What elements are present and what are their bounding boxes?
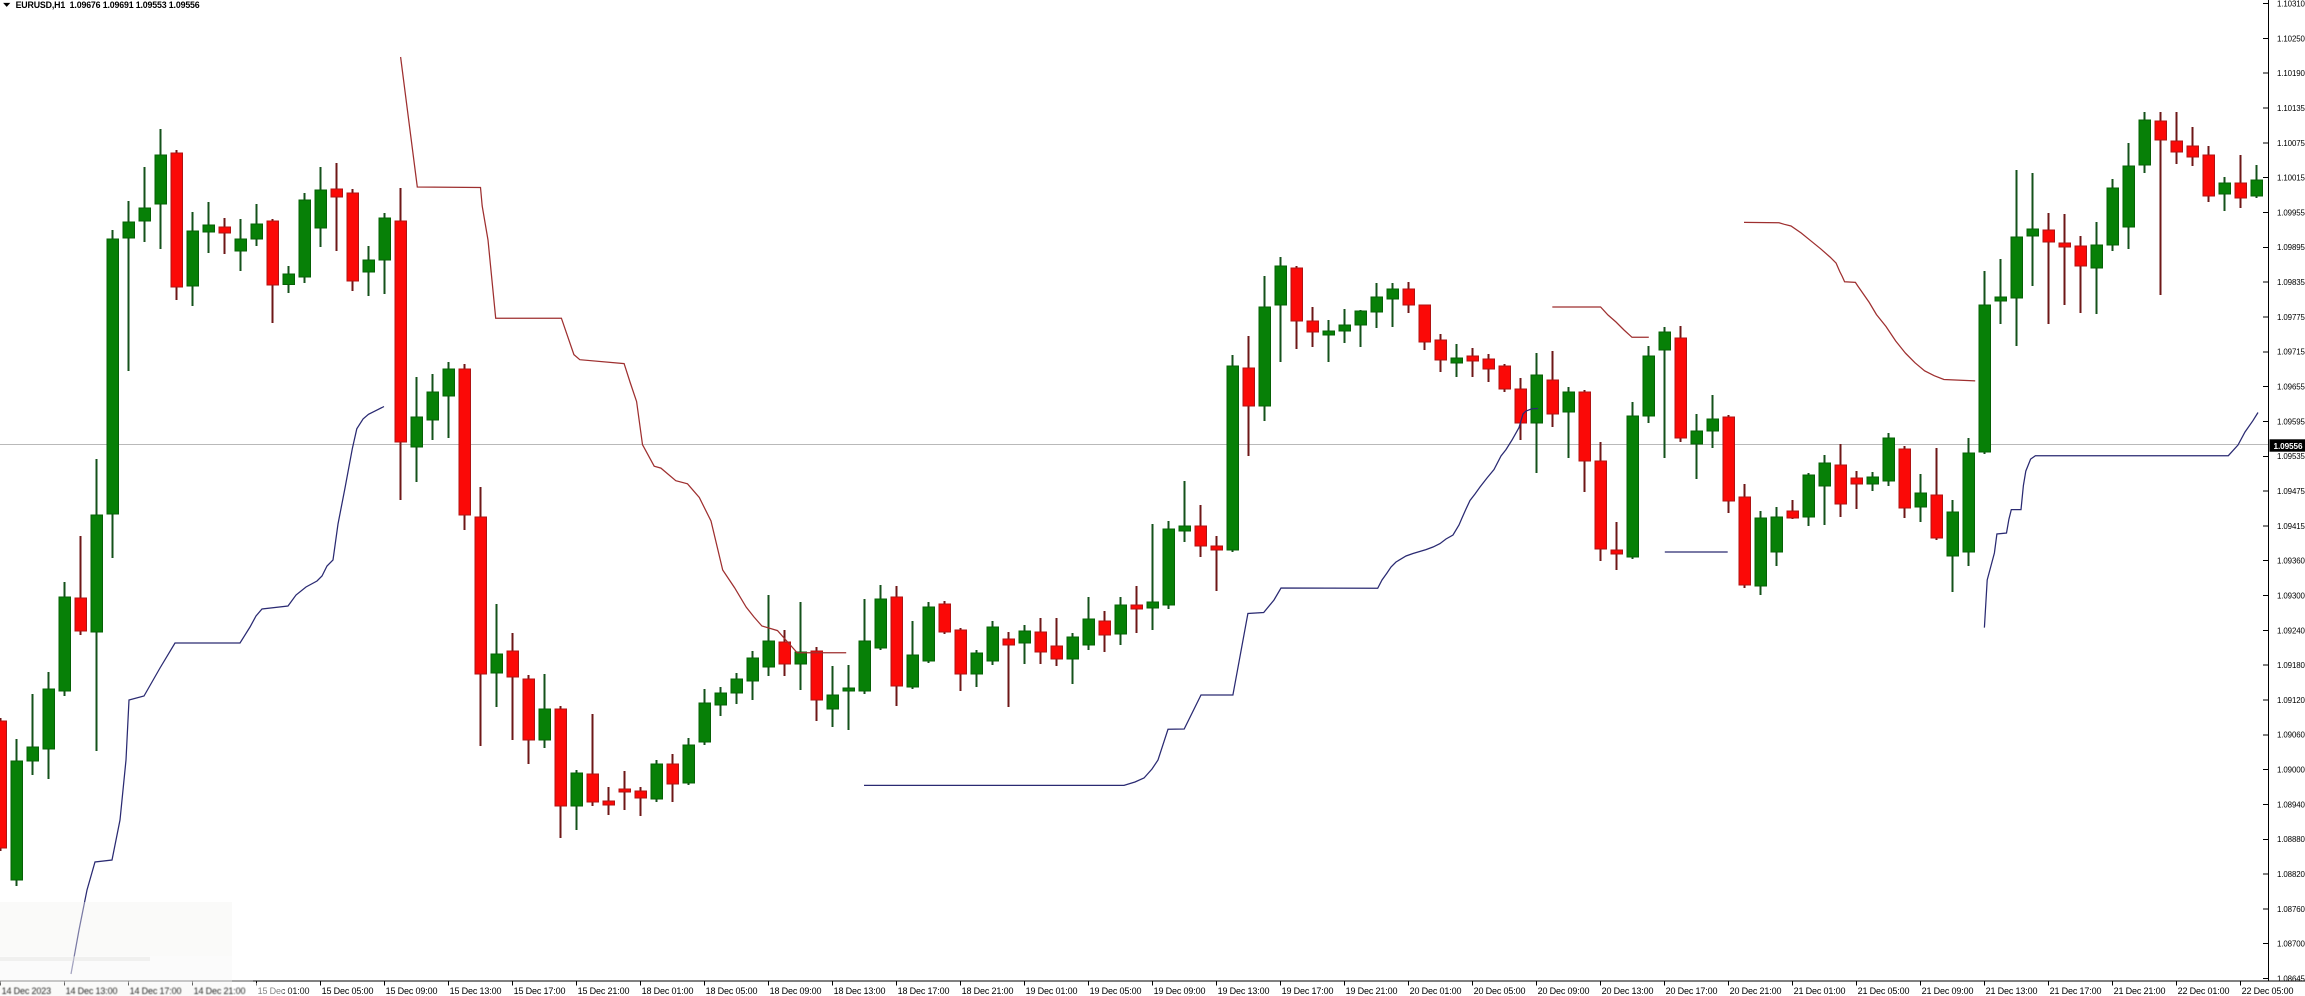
- svg-text:1.09360: 1.09360: [2277, 557, 2305, 566]
- svg-text:1.08820: 1.08820: [2277, 870, 2305, 879]
- svg-text:21 Dec 01:00: 21 Dec 01:00: [1794, 986, 1846, 996]
- svg-text:1.09180: 1.09180: [2277, 661, 2305, 670]
- svg-text:14 Dec 21:00: 14 Dec 21:00: [194, 986, 246, 996]
- svg-text:20 Dec 21:00: 20 Dec 21:00: [1730, 986, 1782, 996]
- svg-text:15 Dec 05:00: 15 Dec 05:00: [322, 986, 374, 996]
- svg-text:20 Dec 09:00: 20 Dec 09:00: [1538, 986, 1590, 996]
- svg-text:20 Dec 01:00: 20 Dec 01:00: [1410, 986, 1462, 996]
- svg-text:20 Dec 17:00: 20 Dec 17:00: [1666, 986, 1718, 996]
- svg-text:1.10310: 1.10310: [2277, 0, 2305, 9]
- svg-text:21 Dec 13:00: 21 Dec 13:00: [1986, 986, 2038, 996]
- svg-text:15 Dec 09:00: 15 Dec 09:00: [386, 986, 438, 996]
- svg-text:18 Dec 21:00: 18 Dec 21:00: [962, 986, 1014, 996]
- svg-text:21 Dec 17:00: 21 Dec 17:00: [2050, 986, 2102, 996]
- svg-text:20 Dec 13:00: 20 Dec 13:00: [1602, 986, 1654, 996]
- svg-text:1.08700: 1.08700: [2277, 940, 2305, 949]
- svg-text:15 Dec 13:00: 15 Dec 13:00: [450, 986, 502, 996]
- svg-text:1.09415: 1.09415: [2277, 522, 2305, 531]
- svg-text:19 Dec 01:00: 19 Dec 01:00: [1026, 986, 1078, 996]
- svg-text:15 Dec 01:00: 15 Dec 01:00: [258, 986, 310, 996]
- svg-text:20 Dec 05:00: 20 Dec 05:00: [1474, 986, 1526, 996]
- svg-text:19 Dec 13:00: 19 Dec 13:00: [1218, 986, 1270, 996]
- svg-text:EURUSD,H1 1.09676 1.09691 1.0: EURUSD,H1 1.09676 1.09691 1.09553 1.0955…: [16, 0, 200, 10]
- svg-text:1.09655: 1.09655: [2277, 383, 2305, 392]
- svg-text:1.09475: 1.09475: [2277, 487, 2305, 496]
- svg-text:1.10015: 1.10015: [2277, 174, 2305, 183]
- svg-text:22 Dec 01:00: 22 Dec 01:00: [2178, 986, 2230, 996]
- svg-text:1.09300: 1.09300: [2277, 591, 2305, 600]
- svg-text:1.09835: 1.09835: [2277, 278, 2305, 287]
- svg-text:19 Dec 05:00: 19 Dec 05:00: [1090, 986, 1142, 996]
- svg-text:1.09120: 1.09120: [2277, 696, 2305, 705]
- svg-text:1.10135: 1.10135: [2277, 104, 2305, 113]
- svg-text:1.10250: 1.10250: [2277, 34, 2305, 43]
- svg-text:1.09715: 1.09715: [2277, 348, 2305, 357]
- svg-text:19 Dec 21:00: 19 Dec 21:00: [1346, 986, 1398, 996]
- svg-text:1.09556: 1.09556: [2274, 442, 2303, 451]
- svg-text:1.08940: 1.08940: [2277, 800, 2305, 809]
- svg-text:14 Dec 13:00: 14 Dec 13:00: [66, 986, 118, 996]
- svg-text:1.09240: 1.09240: [2277, 626, 2305, 635]
- svg-text:21 Dec 05:00: 21 Dec 05:00: [1858, 986, 1910, 996]
- svg-text:18 Dec 17:00: 18 Dec 17:00: [898, 986, 950, 996]
- svg-text:1.09955: 1.09955: [2277, 208, 2305, 217]
- svg-text:14 Dec 2023: 14 Dec 2023: [2, 986, 52, 996]
- svg-text:19 Dec 17:00: 19 Dec 17:00: [1282, 986, 1334, 996]
- svg-text:1.08645: 1.08645: [2277, 975, 2305, 984]
- svg-text:1.08760: 1.08760: [2277, 905, 2305, 914]
- svg-text:1.09000: 1.09000: [2277, 766, 2305, 775]
- svg-text:19 Dec 09:00: 19 Dec 09:00: [1154, 986, 1206, 996]
- svg-text:1.09595: 1.09595: [2277, 417, 2305, 426]
- svg-text:1.09775: 1.09775: [2277, 313, 2305, 322]
- svg-text:1.10190: 1.10190: [2277, 69, 2305, 78]
- svg-text:22 Dec 05:00: 22 Dec 05:00: [2242, 986, 2294, 996]
- svg-text:1.09895: 1.09895: [2277, 243, 2305, 252]
- svg-text:18 Dec 05:00: 18 Dec 05:00: [706, 986, 758, 996]
- svg-text:15 Dec 17:00: 15 Dec 17:00: [514, 986, 566, 996]
- svg-text:15 Dec 21:00: 15 Dec 21:00: [578, 986, 630, 996]
- svg-text:1.09535: 1.09535: [2277, 452, 2305, 461]
- svg-text:18 Dec 13:00: 18 Dec 13:00: [834, 986, 886, 996]
- svg-text:18 Dec 09:00: 18 Dec 09:00: [770, 986, 822, 996]
- svg-text:1.09060: 1.09060: [2277, 731, 2305, 740]
- svg-text:1.08880: 1.08880: [2277, 835, 2305, 844]
- svg-text:18 Dec 01:00: 18 Dec 01:00: [642, 986, 694, 996]
- svg-text:21 Dec 09:00: 21 Dec 09:00: [1922, 986, 1974, 996]
- svg-text:14 Dec 17:00: 14 Dec 17:00: [130, 986, 182, 996]
- svg-text:1.10075: 1.10075: [2277, 139, 2305, 148]
- svg-text:21 Dec 21:00: 21 Dec 21:00: [2114, 986, 2166, 996]
